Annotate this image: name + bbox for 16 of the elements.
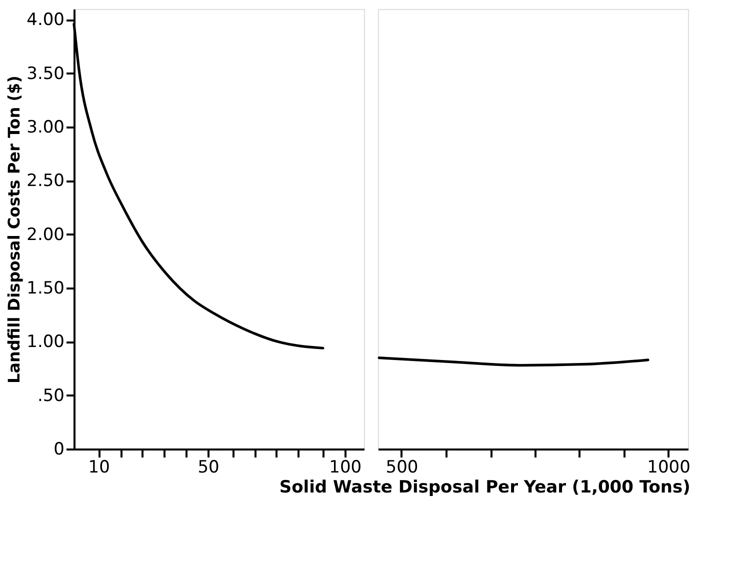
y-tick-label: 3.00 bbox=[26, 118, 64, 138]
y-tick-label: 2.00 bbox=[26, 224, 64, 245]
x-tick-label: 500 bbox=[386, 458, 418, 478]
y-tick-label: 0 bbox=[54, 440, 64, 460]
x-tick-label: 50 bbox=[198, 458, 220, 478]
y-tick-label: 2.50 bbox=[26, 171, 64, 192]
x-tick-label: 10 bbox=[88, 458, 110, 478]
y-tick-label: 1.50 bbox=[26, 278, 64, 299]
y-tick-label: 4.00 bbox=[26, 10, 64, 30]
y-tick-label: 1.00 bbox=[26, 332, 64, 352]
y-tick-label: .50 bbox=[37, 386, 64, 406]
x-tick-label: 1000 bbox=[647, 458, 690, 478]
x-axis-title: Solid Waste Disposal Per Year (1,000 Tons) bbox=[279, 478, 690, 498]
y-axis-title: Landfill Disposal Costs Per Ton ($) bbox=[4, 76, 24, 384]
y-tick-label: 3.50 bbox=[26, 64, 64, 84]
x-tick-label: 100 bbox=[329, 458, 362, 478]
